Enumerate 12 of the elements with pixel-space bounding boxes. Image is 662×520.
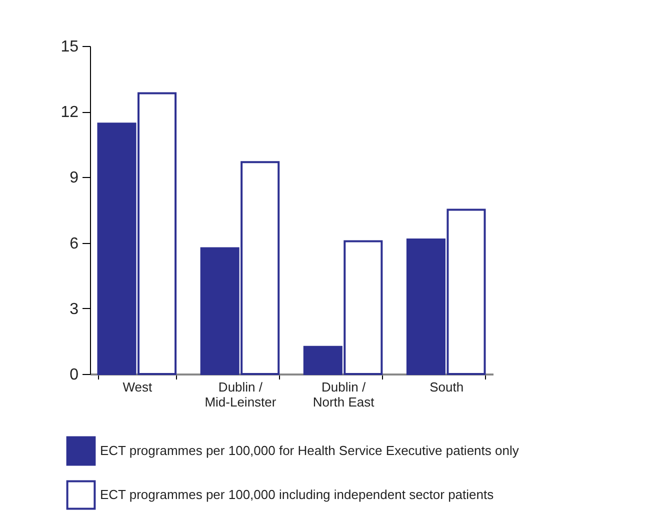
y-tick-label: 15 (60, 38, 79, 56)
x-tick-label: West (122, 380, 152, 394)
legend-label: ECT programmes per 100,000 for Health Service Executive patients only (100, 443, 520, 458)
y-tick-label: 3 (70, 300, 79, 318)
x-tick-label: Dublin / Mid-Leinster (204, 380, 277, 410)
y-tick-label: 0 (70, 366, 79, 384)
legend-label: ECT programmes per 100,000 including independent sector patients (100, 487, 494, 502)
y-tick-label: 9 (70, 170, 79, 187)
x-tick-label: South (430, 380, 464, 394)
y-tick-label: 6 (70, 235, 79, 252)
y-tick-label: 12 (60, 104, 79, 122)
x-tick-label: Dublin / North East (312, 380, 375, 410)
